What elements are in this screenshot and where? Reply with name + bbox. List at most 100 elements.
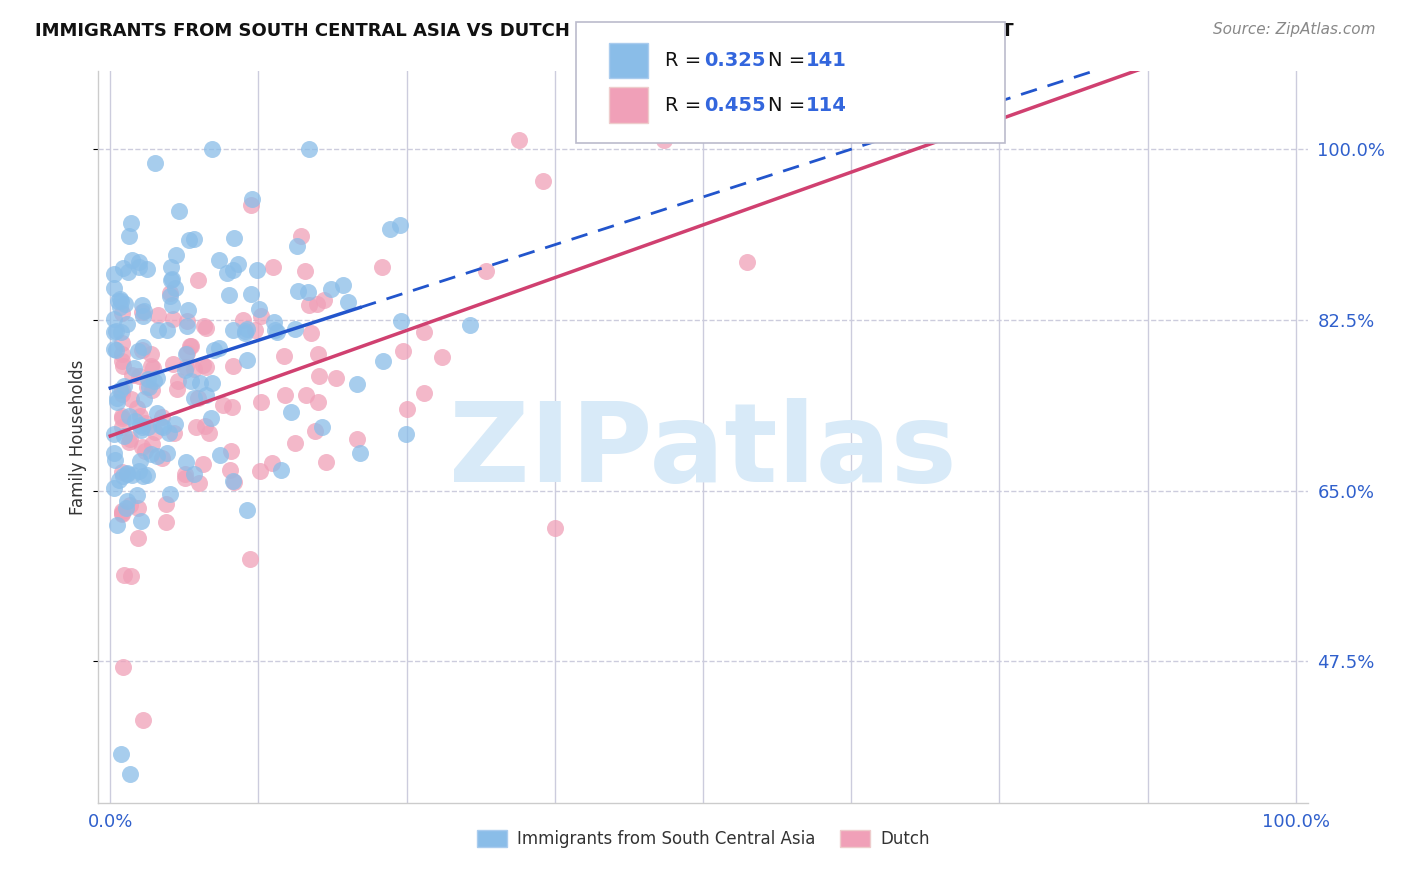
Point — [145, 370, 167, 384]
Point — [156, 446, 179, 460]
Point — [127, 531, 149, 545]
Point — [531, 174, 554, 188]
Point — [138, 380, 160, 394]
Point — [145, 406, 167, 420]
Text: ZIPatlas: ZIPatlas — [449, 398, 957, 505]
Point — [202, 343, 225, 358]
Point — [187, 272, 209, 286]
Point — [389, 314, 412, 328]
Point — [167, 203, 190, 218]
Point — [183, 467, 205, 481]
Point — [186, 419, 208, 434]
Point — [165, 247, 187, 261]
Point — [239, 287, 262, 301]
Point — [117, 467, 139, 481]
Point — [378, 222, 401, 236]
Point — [236, 353, 259, 368]
Point — [262, 260, 284, 274]
Point — [266, 326, 288, 340]
Point — [285, 239, 308, 253]
Point — [128, 255, 150, 269]
Point — [104, 453, 127, 467]
Point — [104, 324, 127, 338]
Point — [174, 455, 197, 469]
Point — [160, 298, 183, 312]
Point — [141, 437, 163, 451]
Point — [136, 372, 159, 386]
Point — [131, 419, 153, 434]
Point — [141, 359, 163, 373]
Y-axis label: Family Households: Family Households — [69, 359, 87, 515]
Point — [236, 322, 259, 336]
Point — [124, 414, 146, 428]
Point — [104, 343, 127, 357]
Point — [458, 318, 481, 332]
Point — [311, 419, 333, 434]
Point — [194, 320, 217, 334]
Point — [131, 440, 153, 454]
Text: 114: 114 — [806, 95, 846, 115]
Point — [146, 308, 169, 322]
Text: 141: 141 — [806, 51, 846, 70]
Point — [103, 343, 125, 357]
Point — [114, 297, 136, 311]
Point — [111, 306, 134, 320]
Point — [111, 347, 134, 361]
Point — [176, 345, 198, 359]
Point — [183, 362, 205, 376]
Point — [129, 453, 152, 467]
Point — [187, 476, 209, 491]
Point — [111, 387, 134, 401]
Point — [177, 233, 200, 247]
Point — [312, 293, 335, 307]
Point — [315, 455, 337, 469]
Point — [131, 305, 153, 319]
Point — [201, 376, 224, 391]
Point — [111, 384, 134, 398]
Point — [174, 360, 197, 375]
Point — [115, 493, 138, 508]
Point — [294, 263, 316, 277]
Point — [111, 409, 134, 423]
Point — [332, 277, 354, 292]
Point — [249, 310, 271, 324]
Point — [111, 336, 134, 351]
Point — [179, 338, 201, 352]
Point — [108, 383, 131, 397]
Point — [307, 297, 329, 311]
Point — [200, 411, 222, 425]
Point — [157, 425, 180, 440]
Point — [249, 464, 271, 478]
Point — [103, 426, 125, 441]
Point — [143, 374, 166, 388]
Point — [221, 323, 243, 337]
Text: IMMIGRANTS FROM SOUTH CENTRAL ASIA VS DUTCH FAMILY HOUSEHOLDS CORRELATION CHART: IMMIGRANTS FROM SOUTH CENTRAL ASIA VS DU… — [35, 22, 1014, 40]
Point — [162, 312, 184, 326]
Point — [103, 267, 125, 281]
Point — [297, 285, 319, 300]
Point — [121, 467, 143, 482]
Point — [262, 456, 284, 470]
Point — [149, 419, 172, 434]
Point — [152, 420, 174, 434]
Text: Source: ZipAtlas.com: Source: ZipAtlas.com — [1212, 22, 1375, 37]
Point — [243, 323, 266, 337]
Point — [231, 313, 253, 327]
Point — [212, 398, 235, 412]
Point — [111, 419, 134, 434]
Point — [159, 289, 181, 303]
Point — [112, 359, 135, 373]
Point — [247, 302, 270, 317]
Point — [308, 369, 330, 384]
Point — [737, 254, 759, 268]
Point — [118, 409, 141, 423]
Point — [284, 435, 307, 450]
Point — [160, 260, 183, 274]
Point — [129, 409, 152, 423]
Point — [120, 392, 142, 406]
Point — [111, 260, 134, 275]
Point — [129, 515, 152, 529]
Point — [148, 323, 170, 337]
Point — [226, 257, 249, 271]
Point — [112, 660, 135, 674]
